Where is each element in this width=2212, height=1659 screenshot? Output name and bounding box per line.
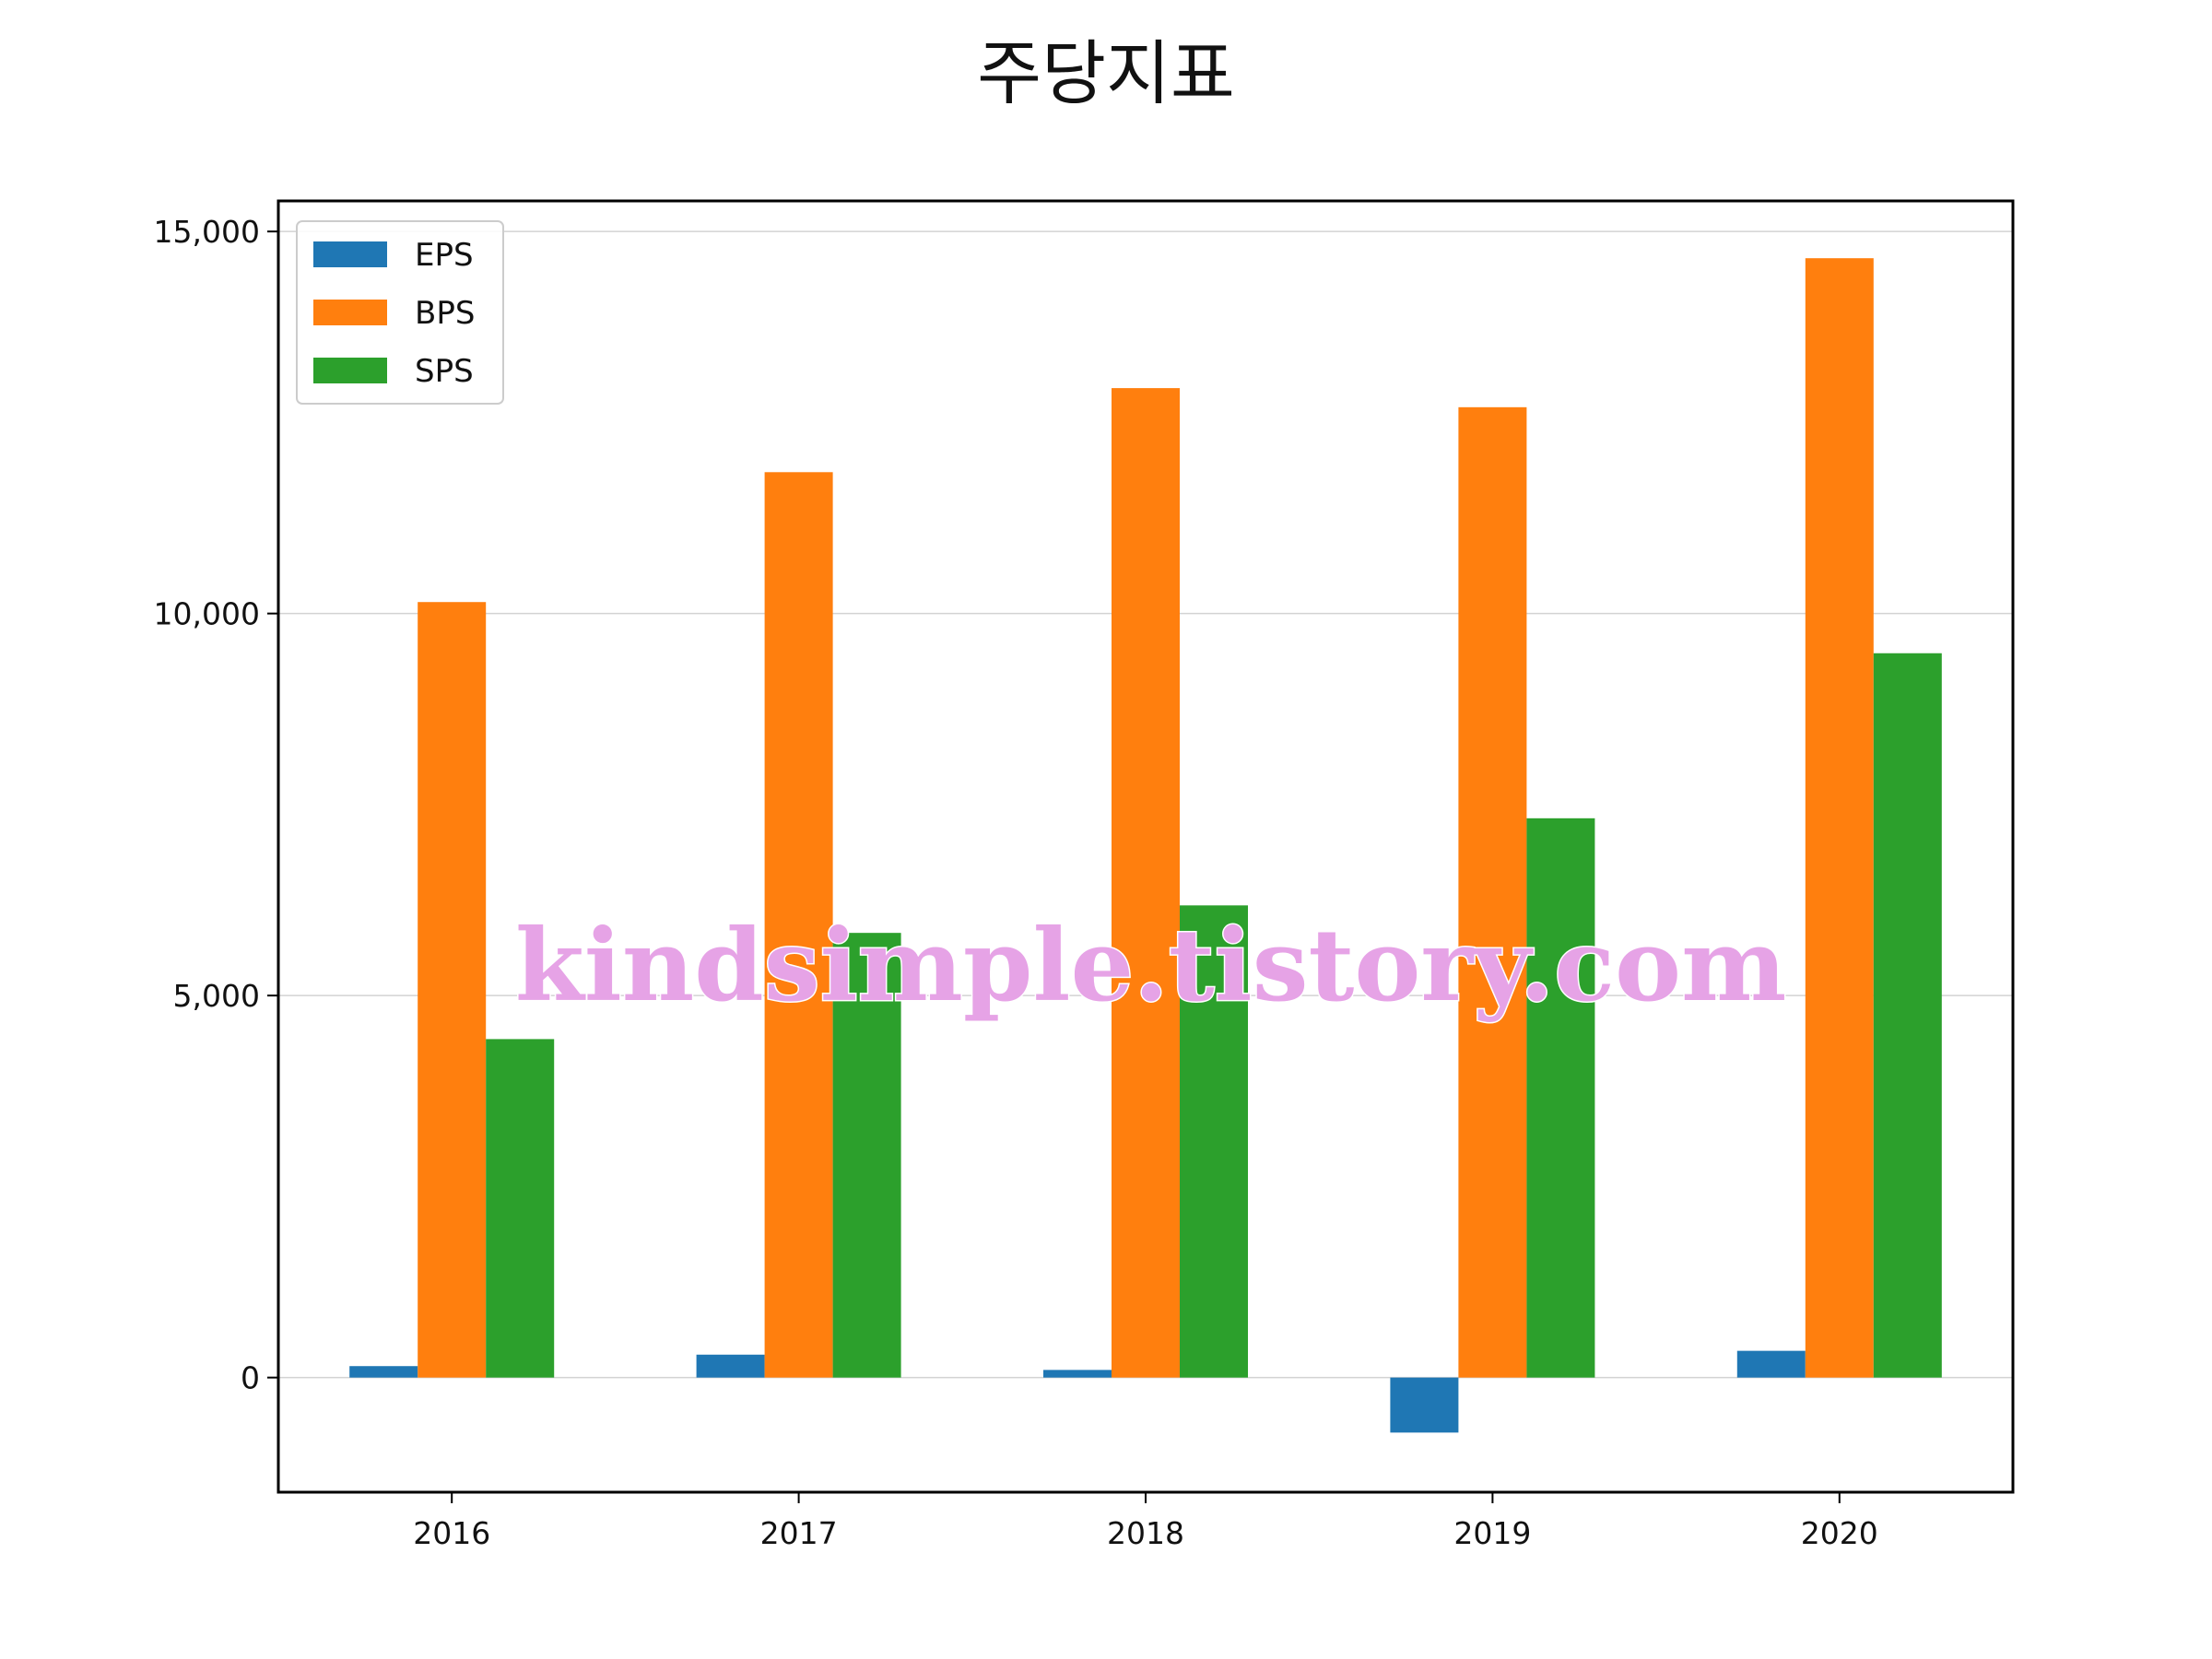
bar-sps-2017 <box>832 933 901 1378</box>
legend-swatch-eps <box>313 241 387 267</box>
legend-swatch-bps <box>313 300 387 325</box>
x-tick-label: 2017 <box>760 1515 838 1551</box>
bar-eps-2019 <box>1390 1377 1459 1433</box>
x-tick-label: 2019 <box>1453 1515 1531 1551</box>
bar-sps-2018 <box>1180 905 1248 1378</box>
x-tick-label: 2018 <box>1107 1515 1184 1551</box>
legend-label-sps: SPS <box>415 353 474 390</box>
legend: EPS BPS SPS <box>296 220 504 405</box>
bar-bps-2018 <box>1112 388 1180 1378</box>
y-tick-label: 5,000 <box>173 978 260 1014</box>
x-tick-label: 2020 <box>1801 1515 1878 1551</box>
bar-bps-2019 <box>1458 406 1527 1378</box>
bar-sps-2016 <box>486 1039 555 1378</box>
legend-label-bps: BPS <box>415 295 475 332</box>
bar-eps-2020 <box>1736 1350 1806 1378</box>
y-tick-label: 15,000 <box>154 214 260 250</box>
bar-bps-2016 <box>418 602 487 1378</box>
watermark-text: kindsimple.tistory.com <box>515 908 1786 1024</box>
legend-label-eps: EPS <box>415 237 474 274</box>
x-tick-label: 2016 <box>413 1515 490 1551</box>
y-tick-label: 10,000 <box>154 596 260 632</box>
chart-title: 주당지표 <box>977 32 1235 114</box>
bar-sps-2019 <box>1526 818 1595 1378</box>
axes: 0 5,000 10,000 15,000 2016 2017 2018 2019 2020 <box>154 214 1878 1551</box>
bar-sps-2020 <box>1873 653 1942 1378</box>
bars <box>349 258 1942 1433</box>
legend-swatch-sps <box>313 358 387 383</box>
bar-eps-2016 <box>349 1366 418 1378</box>
bar-eps-2018 <box>1043 1370 1112 1378</box>
bar-bps-2020 <box>1805 258 1874 1378</box>
bar-eps-2017 <box>696 1354 765 1378</box>
bar-bps-2017 <box>764 472 833 1378</box>
y-tick-label: 0 <box>241 1360 260 1396</box>
